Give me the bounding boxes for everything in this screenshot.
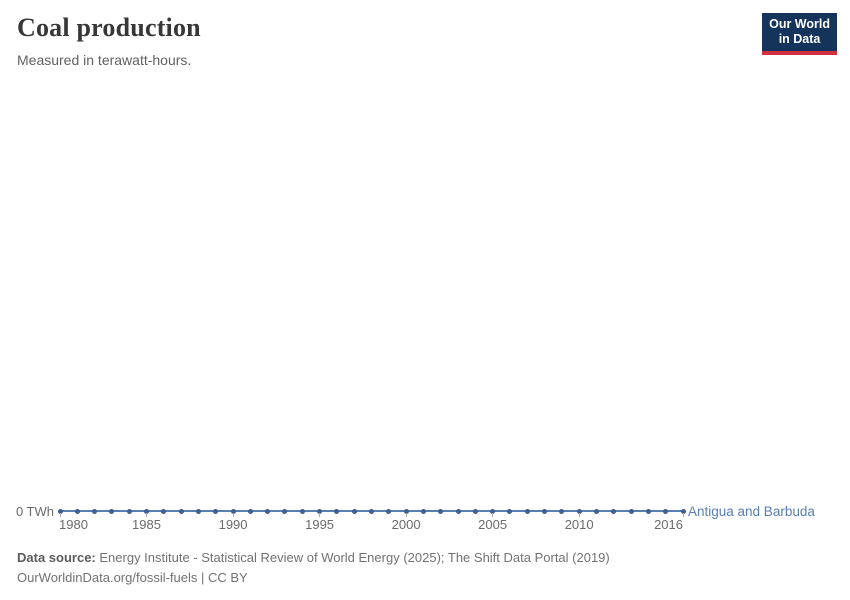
data-point[interactable]	[507, 508, 513, 514]
x-axis-tick	[319, 513, 321, 517]
data-point[interactable]	[317, 508, 323, 514]
data-point[interactable]	[161, 508, 167, 514]
x-axis-tick	[682, 513, 684, 517]
x-axis-tick	[59, 513, 61, 517]
entity-label[interactable]: Antigua and Barbuda	[688, 504, 815, 519]
license-line[interactable]: OurWorldinData.org/fossil-fuels | CC BY	[17, 570, 248, 585]
data-point[interactable]	[680, 508, 686, 514]
data-point[interactable]	[334, 508, 340, 514]
data-point[interactable]	[663, 508, 669, 514]
data-point[interactable]	[247, 508, 253, 514]
data-point[interactable]	[282, 508, 288, 514]
x-axis-tick-label: 2010	[564, 517, 594, 532]
data-point[interactable]	[74, 508, 80, 514]
data-point[interactable]	[576, 508, 582, 514]
x-axis-tick	[492, 513, 494, 517]
chart-footer: Data source: Energy Institute - Statisti…	[17, 548, 610, 588]
data-point[interactable]	[628, 508, 634, 514]
data-point[interactable]	[490, 508, 496, 514]
x-axis-tick-label: 2016	[654, 517, 683, 532]
x-axis-tick-label: 1980	[59, 517, 88, 532]
x-axis-tick-label: 1995	[305, 517, 335, 532]
data-point[interactable]	[524, 508, 530, 514]
data-point[interactable]	[386, 508, 392, 514]
x-axis-tick	[146, 513, 148, 517]
data-source-line: Data source: Energy Institute - Statisti…	[17, 548, 610, 568]
x-axis-tick-label: 2000	[391, 517, 421, 532]
owid-logo-line1: Our World	[769, 17, 830, 31]
page-title: Coal production	[17, 13, 201, 42]
data-point[interactable]	[542, 508, 548, 514]
chart-subtitle: Measured in terawatt-hours.	[17, 52, 192, 68]
x-axis-tick	[232, 513, 234, 517]
data-point[interactable]	[178, 508, 184, 514]
data-source-text: Energy Institute - Statistical Review of…	[99, 550, 610, 565]
data-point[interactable]	[109, 508, 115, 514]
data-point[interactable]	[559, 508, 565, 514]
data-source-label: Data source:	[17, 550, 96, 565]
data-point[interactable]	[438, 508, 444, 514]
data-point[interactable]	[144, 508, 150, 514]
x-axis-tick-label: 1985	[132, 517, 161, 532]
data-point[interactable]	[213, 508, 219, 514]
data-point[interactable]	[369, 508, 374, 514]
data-point[interactable]	[593, 508, 599, 514]
data-point[interactable]	[611, 508, 617, 514]
y-axis-zero-label: 0 TWh	[15, 504, 54, 519]
data-point[interactable]	[265, 508, 271, 514]
data-point[interactable]	[230, 508, 236, 514]
owid-logo-line2: in Data	[778, 32, 821, 47]
x-axis-tick	[405, 513, 407, 517]
data-point[interactable]	[455, 508, 461, 514]
data-point[interactable]	[92, 508, 98, 514]
data-point[interactable]	[195, 508, 201, 514]
x-axis-tick-label: 2005	[478, 517, 508, 532]
data-point[interactable]	[126, 508, 132, 514]
owid-logo[interactable]: Our World in Data	[762, 13, 837, 55]
x-axis-tick	[578, 513, 580, 517]
data-point[interactable]	[351, 508, 357, 514]
data-point[interactable]	[420, 508, 426, 514]
data-point[interactable]	[645, 508, 651, 514]
data-point[interactable]	[299, 508, 305, 514]
data-point[interactable]	[472, 508, 478, 514]
data-point[interactable]	[403, 508, 409, 514]
data-point[interactable]	[57, 508, 63, 514]
x-axis-tick-label: 1990	[218, 517, 248, 532]
